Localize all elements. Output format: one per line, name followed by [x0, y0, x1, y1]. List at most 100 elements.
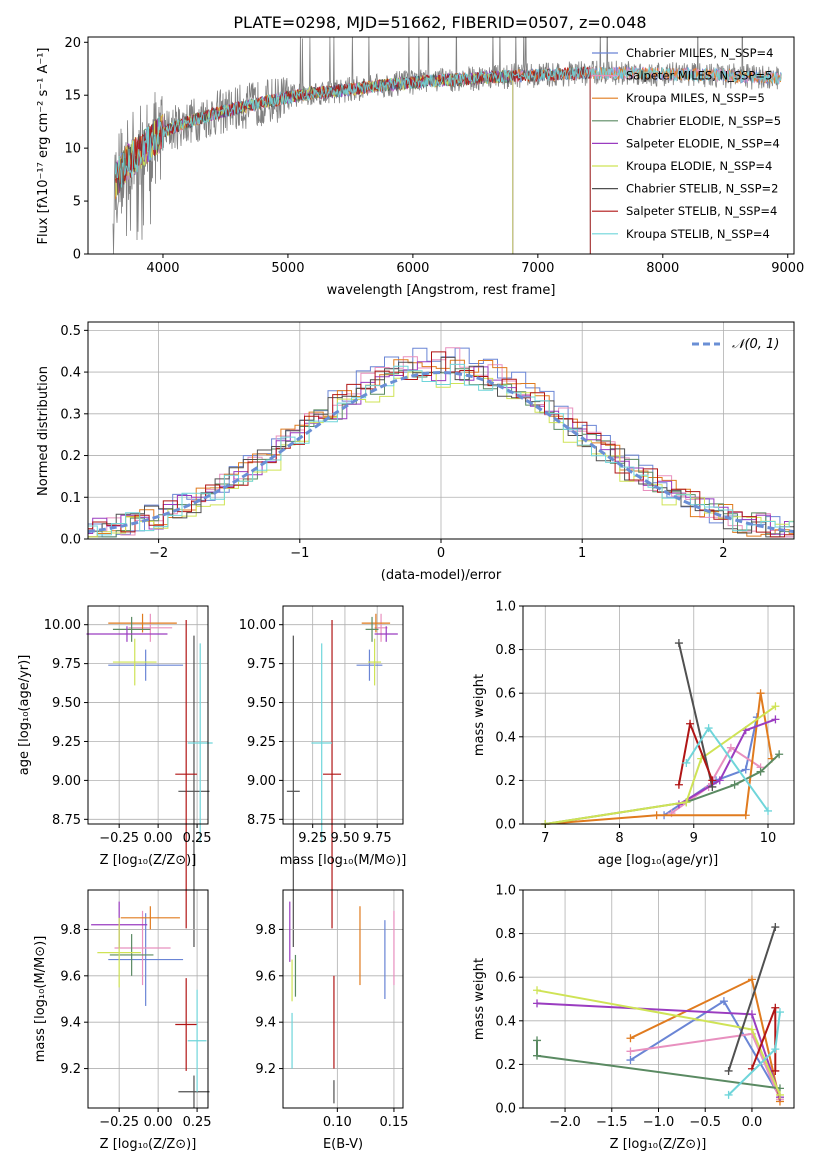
weight-z-ylabel: mass weight — [472, 958, 487, 1040]
weight-point-marker — [747, 975, 756, 984]
model-spectrum-line — [115, 66, 591, 254]
x-tick-label: 9 — [690, 831, 698, 846]
x-tick-label: 9.25 — [298, 831, 327, 846]
y-tick-label: 9.6 — [255, 969, 276, 984]
x-tick-label: 5000 — [271, 261, 304, 276]
x-tick-label: 0 — [437, 546, 445, 561]
weight-point-marker — [747, 1010, 756, 1019]
y-tick-label: 9.2 — [255, 1062, 276, 1077]
x-tick-label: 7 — [541, 831, 549, 846]
y-tick-label: 0.4 — [60, 366, 81, 381]
y-tick-label: 9.2 — [60, 1062, 81, 1077]
histogram-step-line — [88, 356, 794, 538]
x-tick-label: 8 — [615, 831, 623, 846]
y-tick-label: 0.1 — [60, 491, 81, 506]
y-tick-label: 9.00 — [52, 774, 81, 789]
x-tick-label: 6000 — [396, 261, 429, 276]
y-tick-label: 8.75 — [52, 813, 81, 828]
y-tick-label: 9.50 — [247, 696, 276, 711]
weight-point-marker — [756, 689, 765, 698]
y-tick-label: 0.5 — [60, 324, 81, 339]
weight-point-marker — [726, 743, 735, 752]
y-tick-label: 9.50 — [52, 696, 81, 711]
x-tick-label: −1.5 — [596, 1115, 628, 1130]
normal-curve — [88, 370, 794, 534]
y-tick-label: 9.4 — [255, 1016, 276, 1031]
x-tick-label: 7000 — [521, 261, 554, 276]
weight-point-marker — [771, 1045, 780, 1054]
x-tick-label: 9.75 — [363, 831, 392, 846]
model-spectrum-line — [115, 70, 514, 254]
legend-label: Kroupa MILES, N_SSP=5 — [626, 91, 765, 105]
mass-z-xlabel: Z [log₁₀(Z/Z⊙)] — [100, 1137, 197, 1152]
age-mass-frame — [282, 605, 404, 825]
spectrum-legend: Chabrier MILES, N_SSP=4 Salpeter MILES, N… — [592, 46, 781, 241]
mass-ebv-frame — [282, 889, 404, 1109]
weight-point-marker — [682, 758, 691, 767]
y-tick-label: 0.2 — [495, 774, 516, 789]
y-tick-label: 5 — [73, 195, 81, 210]
y-tick-label: 10.00 — [239, 618, 276, 633]
y-tick-label: 10 — [64, 142, 81, 157]
y-tick-label: 0.4 — [495, 1014, 516, 1029]
x-tick-label: −0.25 — [99, 1115, 139, 1130]
legend-label: Salpeter STELIB, N_SSP=4 — [626, 204, 777, 218]
model-spectrum-line — [115, 66, 591, 254]
x-tick-label: −0.25 — [99, 831, 139, 846]
weight-point-marker — [533, 999, 542, 1008]
x-tick-label: 1 — [578, 546, 586, 561]
y-tick-label: 9.75 — [52, 657, 81, 672]
mass-vs-extinction-panel: 0.10 0.15 9.2 9.4 9.6 9.8 E(B-V) — [255, 889, 408, 1152]
y-tick-label: 1.0 — [495, 884, 516, 899]
legend-label: Kroupa STELIB, N_SSP=4 — [626, 227, 770, 241]
spectrum-xlabel: wavelength [Angstrom, rest frame] — [327, 283, 556, 298]
weight-point-marker — [719, 997, 728, 1006]
legend-label: Kroupa ELODIE, N_SSP=4 — [626, 159, 772, 173]
x-tick-label: 9000 — [771, 261, 804, 276]
weight-point-marker — [775, 1090, 784, 1099]
weight-point-marker — [682, 798, 691, 807]
y-tick-label: 9.25 — [52, 735, 81, 750]
legend-label: Chabrier MILES, N_SSP=4 — [626, 46, 773, 60]
x-tick-label: 10 — [760, 831, 777, 846]
weight-age-frame — [522, 605, 795, 825]
weight-point-marker — [724, 1066, 733, 1075]
y-tick-label: 0.8 — [495, 927, 516, 942]
x-tick-label: 0.10 — [323, 1115, 352, 1130]
mass-z-ylabel: mass [log₁₀(M/M⊙)] — [33, 936, 48, 1063]
mass-vs-metallicity-panel: −0.25 0.00 0.25 9.2 9.4 9.6 9.8 Z [log₁₀(Z/Z⊙)… — [33, 889, 212, 1152]
legend-label: Chabrier STELIB, N_SSP=2 — [626, 182, 778, 196]
y-tick-label: 9.8 — [60, 923, 81, 938]
x-tick-label: −2.0 — [549, 1115, 581, 1130]
x-tick-label: 0.00 — [144, 831, 173, 846]
y-tick-label: 0.0 — [495, 818, 516, 833]
x-tick-label: −2 — [149, 546, 168, 561]
weight-point-marker — [626, 1056, 635, 1065]
x-tick-label: −1.0 — [643, 1115, 675, 1130]
age-z-xlabel: Z [log₁₀(Z/Z⊙)] — [100, 853, 197, 868]
weight-age-ylabel: mass weight — [472, 674, 487, 756]
spectrum-frame — [87, 36, 795, 255]
weight-series-line — [678, 718, 776, 806]
weight-point-marker — [756, 767, 765, 776]
weight-point-marker — [771, 702, 780, 711]
y-tick-label: 9.75 — [247, 657, 276, 672]
weight-vs-age-panel: 7 8 9 10 0.0 0.2 0.4 0.6 0.8 1.0 age [log₁₀(age/y… — [472, 600, 795, 868]
x-tick-label: 0.0 — [742, 1115, 763, 1130]
y-tick-label: 0.0 — [60, 533, 81, 548]
weight-point-marker — [775, 1008, 784, 1017]
weight-point-marker — [730, 780, 739, 789]
x-tick-label: 0.25 — [183, 1115, 212, 1130]
spectrum-ylabel: Flux [fλ10⁻¹⁷ erg cm⁻² s⁻¹ A⁻¹] — [36, 48, 51, 245]
y-tick-label: 1.0 — [495, 600, 516, 615]
weight-point-marker — [626, 1047, 635, 1056]
y-tick-label: 0 — [73, 248, 81, 263]
weight-point-marker — [771, 715, 780, 724]
weight-z-xlabel: Z [log₁₀(Z/Z⊙)] — [610, 1137, 707, 1152]
weight-point-marker — [533, 986, 542, 995]
y-tick-label: 0.2 — [60, 449, 81, 464]
model-spectrum-line — [115, 65, 782, 188]
residual-histogram-panel: −2 −1 0 1 2 0.0 0.1 0.2 0.3 0.4 0.5 (data-model)/e… — [36, 321, 795, 583]
weight-point-marker — [652, 811, 661, 820]
